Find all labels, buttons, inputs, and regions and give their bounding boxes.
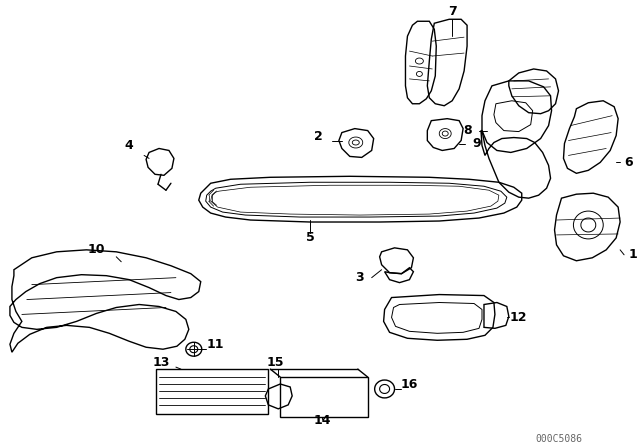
Text: 8: 8 — [463, 124, 472, 137]
Text: 10: 10 — [88, 243, 105, 256]
Text: 13: 13 — [152, 356, 170, 369]
Text: 7: 7 — [448, 5, 456, 18]
Text: 16: 16 — [401, 378, 418, 391]
Text: 000C5086: 000C5086 — [535, 434, 582, 444]
Text: 2: 2 — [314, 130, 323, 143]
Text: 6: 6 — [624, 156, 632, 169]
Text: 4: 4 — [125, 139, 134, 152]
Text: 11: 11 — [207, 338, 225, 351]
Text: 9: 9 — [473, 137, 481, 150]
Text: 15: 15 — [266, 356, 284, 369]
Text: 3: 3 — [355, 271, 364, 284]
Text: 5: 5 — [306, 232, 314, 245]
Text: 14: 14 — [313, 414, 331, 427]
Text: 12: 12 — [510, 311, 527, 324]
Text: 1: 1 — [628, 248, 637, 261]
